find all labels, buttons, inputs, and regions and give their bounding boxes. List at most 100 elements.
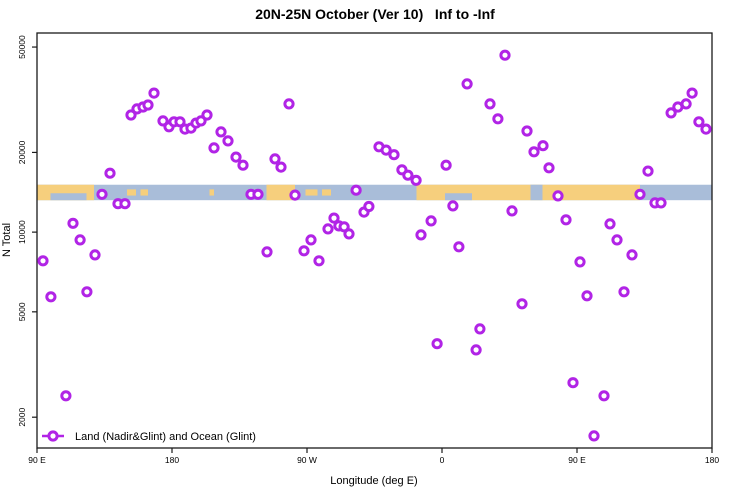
data-point [81, 286, 93, 298]
legend-marker [42, 430, 64, 442]
data-point [201, 109, 213, 121]
data-point [208, 142, 220, 154]
data-point [237, 159, 249, 171]
y-tick-label: 50000 [17, 35, 27, 59]
data-point [521, 125, 533, 137]
x-tick-label: 90 E [28, 455, 46, 465]
data-point [626, 249, 638, 261]
data-point [388, 149, 400, 161]
data-point [96, 188, 108, 200]
x-tick-label: 90 W [297, 455, 317, 465]
legend-open-circle-marker [47, 430, 59, 442]
map-strip-ocean-notch [445, 193, 472, 201]
data-point [322, 223, 334, 235]
data-point [215, 126, 227, 138]
y-axis-title: N Total [1, 223, 13, 257]
data-point [574, 256, 586, 268]
data-point [89, 249, 101, 261]
data-point [680, 98, 692, 110]
data-point [552, 190, 564, 202]
data-point [363, 200, 375, 213]
data-point [380, 144, 392, 156]
map-strip-land [416, 184, 640, 201]
data-point [453, 241, 465, 253]
data-point [148, 87, 160, 99]
y-tick-label: 2000 [17, 407, 27, 426]
map-strip-layer [37, 184, 712, 201]
data-point [543, 162, 555, 174]
map-strip-land [322, 189, 331, 196]
data-point [402, 169, 414, 181]
data-point [440, 159, 452, 171]
data-point [700, 123, 712, 135]
data-point [655, 197, 667, 209]
data-point [313, 255, 325, 267]
chart-title: 20N-25N October (Ver 10) Inf to -Inf [255, 6, 495, 22]
data-point [484, 98, 496, 110]
x-axis-title: Longitude (deg E) [330, 475, 417, 487]
data-point [119, 198, 131, 210]
data-point [142, 99, 154, 111]
y-tick-label: 5000 [17, 302, 27, 321]
data-point [588, 430, 600, 442]
data-point [289, 189, 301, 201]
data-point [410, 174, 422, 186]
data-point [567, 377, 579, 389]
data-point [298, 245, 310, 257]
map-strip-land [127, 189, 136, 196]
data-point [492, 113, 504, 125]
data-point [125, 109, 137, 121]
data-point [328, 212, 340, 224]
legend-label: Land (Nadir&Glint) and Ocean (Glint) [75, 431, 256, 443]
map-strip-ocean-notch [530, 184, 543, 201]
legend: Land (Nadir&Glint) and Ocean (Glint) [42, 430, 256, 443]
data-point [516, 298, 528, 310]
x-tick-label: 90 E [568, 455, 586, 465]
data-point [60, 390, 72, 402]
data-point [45, 291, 57, 303]
x-tick-label: 0 [440, 455, 445, 465]
data-point [425, 215, 437, 227]
data-point [642, 165, 654, 177]
data-point [474, 323, 486, 335]
data-point [74, 234, 86, 246]
data-point [338, 221, 350, 233]
data-point [598, 390, 610, 402]
map-strip-land [140, 189, 148, 196]
map-strip-land [266, 184, 295, 201]
data-point [305, 234, 317, 246]
data-point [693, 116, 705, 128]
data-point [269, 153, 281, 165]
data-point [283, 98, 295, 110]
map-strip-land [305, 189, 318, 196]
data-point [618, 286, 630, 298]
data-point [581, 290, 593, 302]
map-strip-ocean-notch [50, 193, 87, 201]
x-tick-label: 180 [705, 455, 719, 465]
data-point [634, 188, 646, 200]
data-point [222, 135, 234, 147]
map-strip-land [209, 189, 214, 196]
data-point [447, 200, 459, 212]
data-point [506, 205, 518, 217]
data-point [665, 107, 677, 119]
data-point [431, 338, 443, 350]
data-point [604, 218, 616, 230]
data-point [104, 167, 116, 179]
data-point [230, 151, 242, 163]
data-point [350, 184, 362, 196]
x-tick-label: 180 [165, 455, 179, 465]
axis-layer: 90 E 180 90 W 0 90 E 180 2000 5000 10000 20000 500… [17, 32, 719, 465]
points-layer [37, 49, 712, 442]
data-point [499, 49, 511, 61]
data-point [415, 229, 427, 241]
data-point [261, 246, 273, 258]
data-point [275, 161, 287, 173]
data-point [37, 255, 49, 267]
y-tick-label: 20000 [17, 140, 27, 164]
data-point [343, 228, 355, 240]
data-point [537, 140, 549, 152]
data-point [686, 87, 698, 99]
data-point [252, 188, 264, 200]
